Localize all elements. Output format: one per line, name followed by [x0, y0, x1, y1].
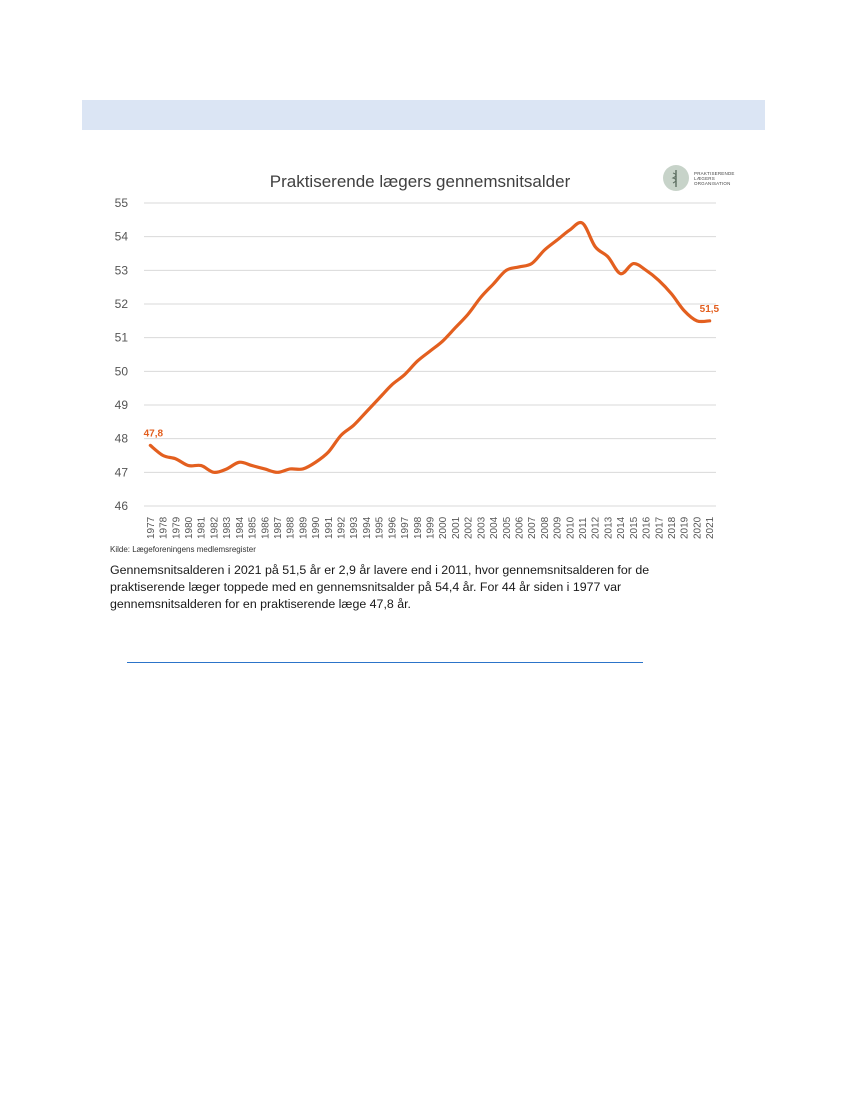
logo-line-2: LÆGERS	[694, 176, 715, 181]
x-tick-label: 2009	[553, 516, 564, 539]
y-tick-label: 50	[115, 364, 129, 378]
x-tick-label: 2006	[514, 516, 525, 539]
data-label: 51,5	[700, 304, 720, 315]
x-tick-label: 1998	[413, 516, 424, 539]
y-tick-label: 47	[115, 465, 129, 479]
x-tick-label: 2000	[438, 516, 449, 539]
x-tick-label: 1979	[171, 516, 182, 539]
caption-paragraph: Gennemsnitsalderen i 2021 på 51,5 år er …	[110, 563, 650, 611]
x-tick-label: 2020	[692, 516, 703, 539]
x-tick-label: 1991	[324, 516, 335, 539]
x-tick-label: 1982	[209, 516, 220, 539]
x-tick-label: 2018	[667, 516, 678, 539]
logo-line-1: PRAKTISERENDE	[694, 171, 735, 176]
x-tick-label: 1980	[184, 516, 195, 539]
x-tick-label: 1983	[222, 516, 233, 539]
y-tick-label: 51	[115, 331, 129, 345]
annotations: 47,8 51,5	[144, 304, 720, 440]
x-tick-label: 2019	[680, 516, 691, 539]
x-axis: 1977 1978 1979 1980 1981 1982 1983 1984 1985 1986…	[146, 516, 716, 539]
logo-text: PRAKTISERENDE LÆGERS ORGANISATION	[694, 171, 744, 186]
caduceus-icon	[663, 165, 689, 191]
x-tick-label: 2004	[489, 516, 500, 539]
y-tick-label: 53	[115, 263, 129, 277]
logo-line-3: ORGANISATION	[694, 181, 731, 186]
chart-grid	[144, 202, 716, 507]
x-tick-label: 2003	[476, 516, 487, 539]
y-tick-label: 48	[115, 432, 129, 446]
x-tick-label: 1986	[260, 516, 271, 539]
y-tick-label: 46	[115, 499, 129, 513]
series-line	[148, 220, 712, 475]
x-tick-label: 2008	[540, 516, 551, 539]
header-band	[82, 100, 765, 130]
x-tick-label: 2001	[451, 516, 462, 539]
source-note: Kilde: Lægeforeningens medlemsregister	[110, 545, 256, 554]
x-tick-label: 2012	[591, 516, 602, 539]
x-tick-label: 2007	[527, 516, 538, 539]
x-tick-label: 2002	[464, 516, 475, 539]
y-tick-label: 54	[115, 230, 129, 244]
y-axis: 46 47 48 49 50 51 52 53 54 55	[115, 196, 129, 513]
x-tick-label: 2005	[502, 516, 513, 539]
x-tick-label: 1984	[235, 516, 246, 539]
y-tick-label: 55	[115, 196, 129, 210]
logo: PRAKTISERENDE LÆGERS ORGANISATION	[663, 165, 743, 193]
x-tick-label: 2021	[705, 516, 716, 539]
x-tick-label: 1997	[400, 516, 411, 539]
x-tick-label: 1996	[387, 516, 398, 539]
data-label: 47,8	[144, 428, 164, 439]
y-tick-label: 49	[115, 398, 129, 412]
x-tick-label: 1992	[337, 516, 348, 539]
x-tick-label: 1977	[146, 516, 157, 539]
y-tick-label: 52	[115, 297, 129, 311]
chart-title: Praktiserende lægers gennemsnitsalder	[269, 172, 571, 191]
x-tick-label: 1990	[311, 516, 322, 539]
x-tick-label: 2016	[642, 516, 653, 539]
x-tick-label: 1978	[159, 516, 170, 539]
x-tick-label: 1985	[248, 516, 259, 539]
x-tick-label: 2013	[603, 516, 614, 539]
x-tick-label: 1994	[362, 516, 373, 539]
x-tick-label: 1987	[273, 516, 284, 539]
x-tick-label: 2015	[629, 516, 640, 539]
x-tick-label: 2010	[565, 516, 576, 539]
x-tick-label: 2011	[578, 517, 589, 539]
x-tick-label: 1981	[197, 516, 208, 539]
divider-line	[127, 662, 643, 663]
x-tick-label: 2014	[616, 516, 627, 539]
x-tick-label: 1989	[298, 516, 309, 539]
x-tick-label: 1993	[349, 516, 360, 539]
x-tick-label: 1999	[426, 516, 437, 539]
chart-container: 46 47 48 49 50 51 52 53 54 55 1977 1978 1979 1980 198…	[100, 160, 740, 555]
x-tick-label: 1988	[286, 516, 297, 539]
x-tick-label: 2017	[654, 516, 665, 539]
x-tick-label: 1995	[375, 516, 386, 539]
